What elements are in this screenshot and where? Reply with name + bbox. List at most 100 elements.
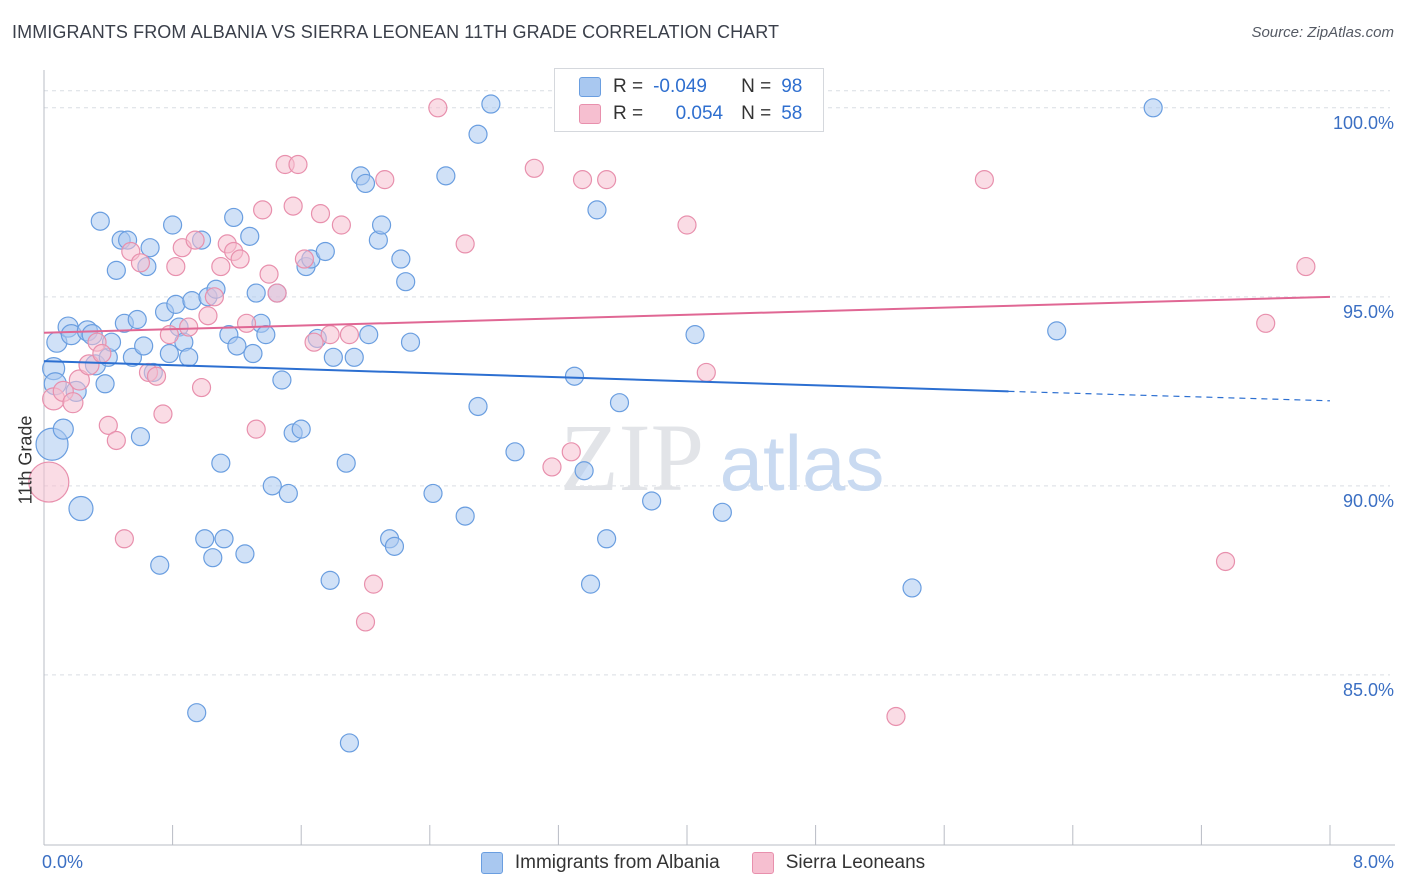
legend-row-albania: R = -0.049 N = 98 [579,75,802,99]
data-point [455,234,475,254]
data-point [179,347,199,367]
trend-line-albania-extension [1008,390,1331,402]
data-point [320,570,340,590]
data-point [130,253,151,273]
trend-lines [43,295,1331,402]
data-point [146,366,167,386]
data-point [253,200,273,220]
data-point [677,215,697,235]
data-point [468,396,488,417]
data-point [384,536,405,556]
data-point [140,238,160,258]
data-point [166,294,186,314]
legend-swatch-pink [579,104,601,124]
data-point [68,369,90,391]
series-legend: Immigrants from Albania Sierra Leoneans [0,852,1406,874]
data-point [185,230,205,250]
data-point [122,347,143,367]
data-point [291,419,311,439]
data-point [712,502,732,522]
data-point [400,332,421,352]
x-tick-max: 8.0% [1352,852,1394,872]
trend-line-sierra-leoneans [43,295,1331,334]
data-point [227,336,247,356]
data-point [1256,313,1276,333]
data-point [278,483,298,504]
y-tick-label: 90.0% [1342,490,1394,511]
data-point [153,404,173,424]
legend-swatch-blue [480,852,503,874]
series-sierra-leoneans-points [28,98,1316,727]
data-point [106,430,126,451]
legend-r-label: R = [613,76,644,97]
data-point [336,453,356,473]
source-credit: Source: ZipAtlas.com [1251,24,1394,41]
watermark: ZIP atlas [560,404,884,511]
data-point [288,154,308,175]
data-point [597,170,617,190]
data-point [166,256,186,277]
legend-swatch-blue [579,77,601,97]
x-tick-min: 0.0% [42,852,84,872]
legend-r-value: -0.049 [653,76,707,97]
watermark-atlas: atlas [720,419,885,507]
data-point [320,325,340,345]
data-point [574,461,594,481]
data-point [159,343,179,364]
data-point [106,260,126,280]
data-point [224,207,244,228]
legend-item-albania[interactable]: Immigrants from Albania [480,852,720,874]
data-point [468,124,488,144]
data-point [198,306,218,326]
correlation-legend: R = -0.049 N = 98 R = 0.054 N = 58 [554,68,824,132]
data-point [696,362,716,383]
data-point [246,283,266,303]
data-point [524,158,544,178]
legend-row-sierra-leoneans: R = 0.054 N = 58 [579,102,802,126]
data-point [587,200,607,220]
data-point [455,506,475,526]
series-albania-points [35,94,1163,753]
data-point [283,196,303,216]
data-point [187,703,207,723]
data-point [98,415,118,435]
data-point [505,442,525,462]
data-point [246,419,266,439]
data-point [355,612,376,632]
data-point [428,98,448,118]
data-point [272,370,292,390]
data-point [564,366,585,386]
data-point [92,343,112,364]
data-point [195,529,215,549]
data-point [191,377,212,398]
data-point [974,170,994,190]
data-point [179,317,199,337]
legend-item-sierra-leoneans[interactable]: Sierra Leoneans [751,852,925,874]
data-point [572,170,593,190]
data-point [1143,98,1163,118]
data-point [256,325,276,345]
data-point [259,264,279,284]
data-point [363,574,384,594]
y-tick-label: 95.0% [1342,301,1394,322]
data-point [130,427,151,447]
data-point [436,166,456,186]
data-point [580,574,601,594]
data-point [211,453,231,473]
data-point [127,309,147,330]
data-point [163,215,183,235]
legend-r-label: R = [613,103,644,124]
data-point [243,343,263,364]
data-point [310,204,331,224]
data-point [28,461,70,503]
data-point [150,555,170,575]
legend-n-label: N = [741,76,772,97]
data-point [62,392,84,414]
legend-n-value: 98 [781,76,803,97]
data-point [561,442,581,462]
data-point [331,215,351,235]
data-point [339,733,360,753]
chart-title: IMMIGRANTS FROM ALBANIA VS SIERRA LEONEA… [12,22,780,42]
data-point [304,332,324,352]
